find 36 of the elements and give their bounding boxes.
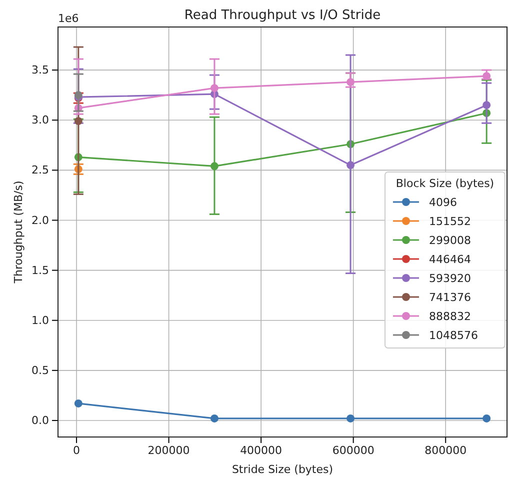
legend-label: 151552: [429, 215, 471, 228]
legend-label: 4096: [429, 196, 457, 209]
y-tick-label: 3.0: [32, 114, 49, 127]
legend-label: 593920: [429, 272, 471, 285]
y-tick-label: 2.0: [32, 214, 49, 227]
point: [210, 162, 218, 170]
x-axis-title: Stride Size (bytes): [232, 463, 334, 476]
point: [74, 399, 82, 408]
x-tick-label: 0: [73, 444, 80, 457]
point: [210, 414, 218, 422]
y-tick-label: 1.0: [32, 314, 49, 327]
text: 1e6: [58, 12, 79, 25]
point: [74, 117, 82, 126]
chart-title: Read Throughput vs I/O Stride: [184, 8, 381, 23]
y-tick-label: 2.5: [32, 164, 49, 177]
y-axis-title: Throughput (MB/s): [12, 180, 25, 284]
legend-label: 741376: [429, 291, 471, 304]
x-tick-label: 600000: [332, 444, 374, 457]
point: [346, 78, 355, 86]
legend-title: Block Size (bytes): [396, 177, 494, 190]
y-tick-label: 0.0: [32, 414, 49, 427]
legend-label: 446464: [429, 253, 471, 266]
y-tick-label: 3.5: [32, 64, 49, 77]
point: [482, 414, 491, 422]
legend-label: 1048576: [429, 329, 478, 342]
y-tick-label: 0.5: [32, 364, 49, 377]
point: [346, 414, 355, 422]
legend-label: 299008: [429, 234, 471, 247]
x-tick-label: 800000: [424, 444, 467, 457]
legend-label: 888832: [429, 310, 471, 323]
x-tick-label: 200000: [148, 444, 190, 457]
point: [346, 161, 355, 170]
y-tick-label: 1.5: [32, 264, 49, 277]
point: [210, 84, 218, 92]
x-tick-label: 400000: [240, 444, 282, 457]
point: [482, 101, 491, 110]
